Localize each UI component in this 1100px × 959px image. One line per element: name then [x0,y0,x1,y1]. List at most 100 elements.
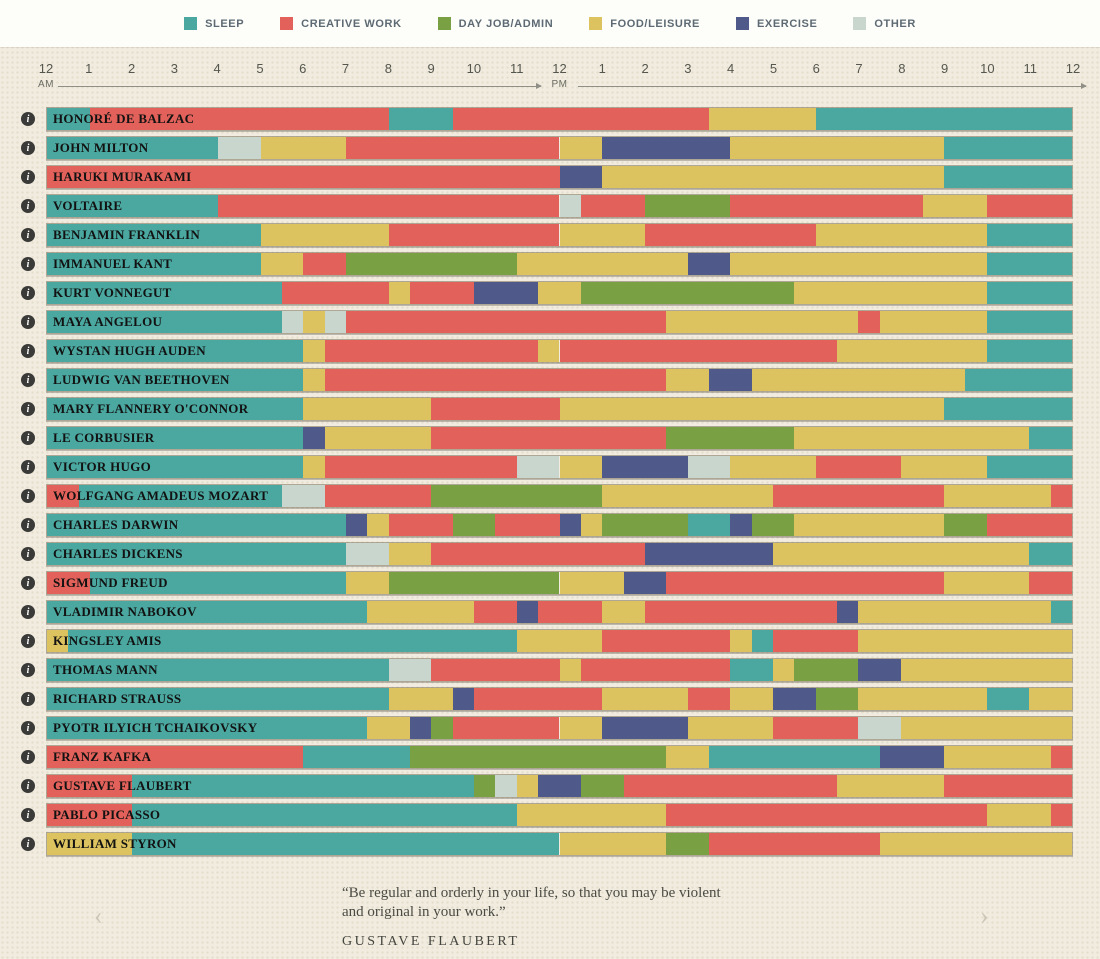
segment-food [730,253,987,275]
segment-exercise [837,601,859,623]
info-icon[interactable]: i [21,692,35,706]
segment-sleep [1029,543,1072,565]
info-icon[interactable]: i [21,286,35,300]
segment-food [879,833,1072,855]
info-icon[interactable]: i [21,547,35,561]
segment-exercise [602,717,688,739]
segment-creative [324,369,667,391]
info-icon[interactable]: i [21,170,35,184]
legend-item-sleep: SLEEP [184,17,244,30]
info-icon[interactable]: i [21,431,35,445]
segment-food [516,804,667,826]
segment-food [559,717,603,739]
info-icon[interactable]: i [21,257,35,271]
segment-food [773,543,1030,565]
info-icon[interactable]: i [21,373,35,387]
timeline-bar: CHARLES DARWIN [46,513,1073,537]
axis-tick-label: 3 [170,61,178,76]
axis-tick-label: 2 [641,61,649,76]
info-icon[interactable]: i [21,837,35,851]
segment-exercise [452,688,475,710]
info-icon[interactable]: i [21,576,35,590]
routine-row: i HONORÉ DE BALZAC [0,107,1100,131]
segment-food [666,746,709,768]
info-icon[interactable]: i [21,141,35,155]
segment-food [559,572,624,594]
info-icon[interactable]: i [21,402,35,416]
segment-creative [1050,746,1072,768]
segment-food [516,775,539,797]
segment-dayjob [580,282,795,304]
axis-tick-label: 11 [1023,61,1037,76]
info-icon[interactable]: i [21,663,35,677]
axis-tick-label: 3 [684,61,692,76]
timeline-bar: MARY FLANNERY O'CONNOR [46,397,1073,421]
axis-tick-label: 12 [552,61,567,76]
segment-other [559,195,581,217]
info-icon[interactable]: i [21,605,35,619]
info-icon[interactable]: i [21,779,35,793]
segment-exercise [602,137,731,159]
segment-sleep [47,108,90,130]
info-icon[interactable]: i [21,750,35,764]
axis-tick-label: 5 [256,61,264,76]
segment-creative [708,833,880,855]
previous-quote-button[interactable]: ‹ [94,901,103,930]
segment-food [303,340,325,362]
timeline-bar: IMMANUEL KANT [46,252,1073,276]
legend-label: CREATIVE WORK [301,17,402,30]
routine-row: i HARUKI MURAKAMI [0,165,1100,189]
axis-tick-label: 8 [384,61,392,76]
axis-tick-label: 7 [341,61,350,76]
timeline-bar: HARUKI MURAKAMI [46,165,1073,189]
segment-creative [431,398,560,420]
legend-swatch-sleep-icon [184,17,198,30]
axis-tick-label: 1 [85,61,93,76]
segment-creative [644,601,838,623]
routine-row: i KURT VONNEGUT [0,281,1100,305]
routine-row: i VOLTAIRE [0,194,1100,218]
legend-swatch-creative-icon [280,17,294,30]
segment-dayjob [410,746,667,768]
segment-food [260,137,346,159]
segment-food [794,282,987,304]
segment-food [943,572,1030,594]
segment-food [858,630,1072,652]
segment-creative [431,543,645,565]
next-quote-button[interactable]: › [980,901,989,930]
segment-creative [1029,572,1072,594]
segment-creative [666,804,987,826]
legend-item-dayjob: DAY JOB/ADMIN [437,17,554,30]
segment-sleep [986,253,1072,275]
segment-food [559,398,944,420]
info-icon[interactable]: i [21,112,35,126]
info-icon[interactable]: i [21,489,35,503]
info-icon[interactable]: i [21,228,35,242]
axis-tick-label: 6 [812,61,820,76]
segment-food [943,746,1051,768]
info-icon[interactable]: i [21,721,35,735]
info-icon[interactable]: i [21,634,35,648]
segment-sleep [751,630,774,652]
info-icon[interactable]: i [21,344,35,358]
segment-food [388,688,453,710]
segment-creative [623,775,838,797]
timeline-bar: KINGSLEY AMIS [46,629,1073,653]
routine-row: i PYOTR ILYICH TCHAIKOVSKY [0,716,1100,740]
segment-food [388,282,410,304]
info-icon[interactable]: i [21,808,35,822]
routine-row: i FRANZ KAFKA [0,745,1100,769]
segment-food [666,369,709,391]
info-icon[interactable]: i [21,518,35,532]
legend-label: EXERCISE [756,17,818,30]
info-icon[interactable]: i [21,199,35,213]
info-icon[interactable]: i [21,315,35,329]
routine-row: i LUDWIG VAN BEETHOVEN [0,368,1100,392]
segment-creative [281,282,389,304]
segment-food [559,224,645,246]
segment-creative [1050,485,1072,507]
segment-other [687,456,731,478]
segment-food [367,514,389,536]
info-icon[interactable]: i [21,460,35,474]
